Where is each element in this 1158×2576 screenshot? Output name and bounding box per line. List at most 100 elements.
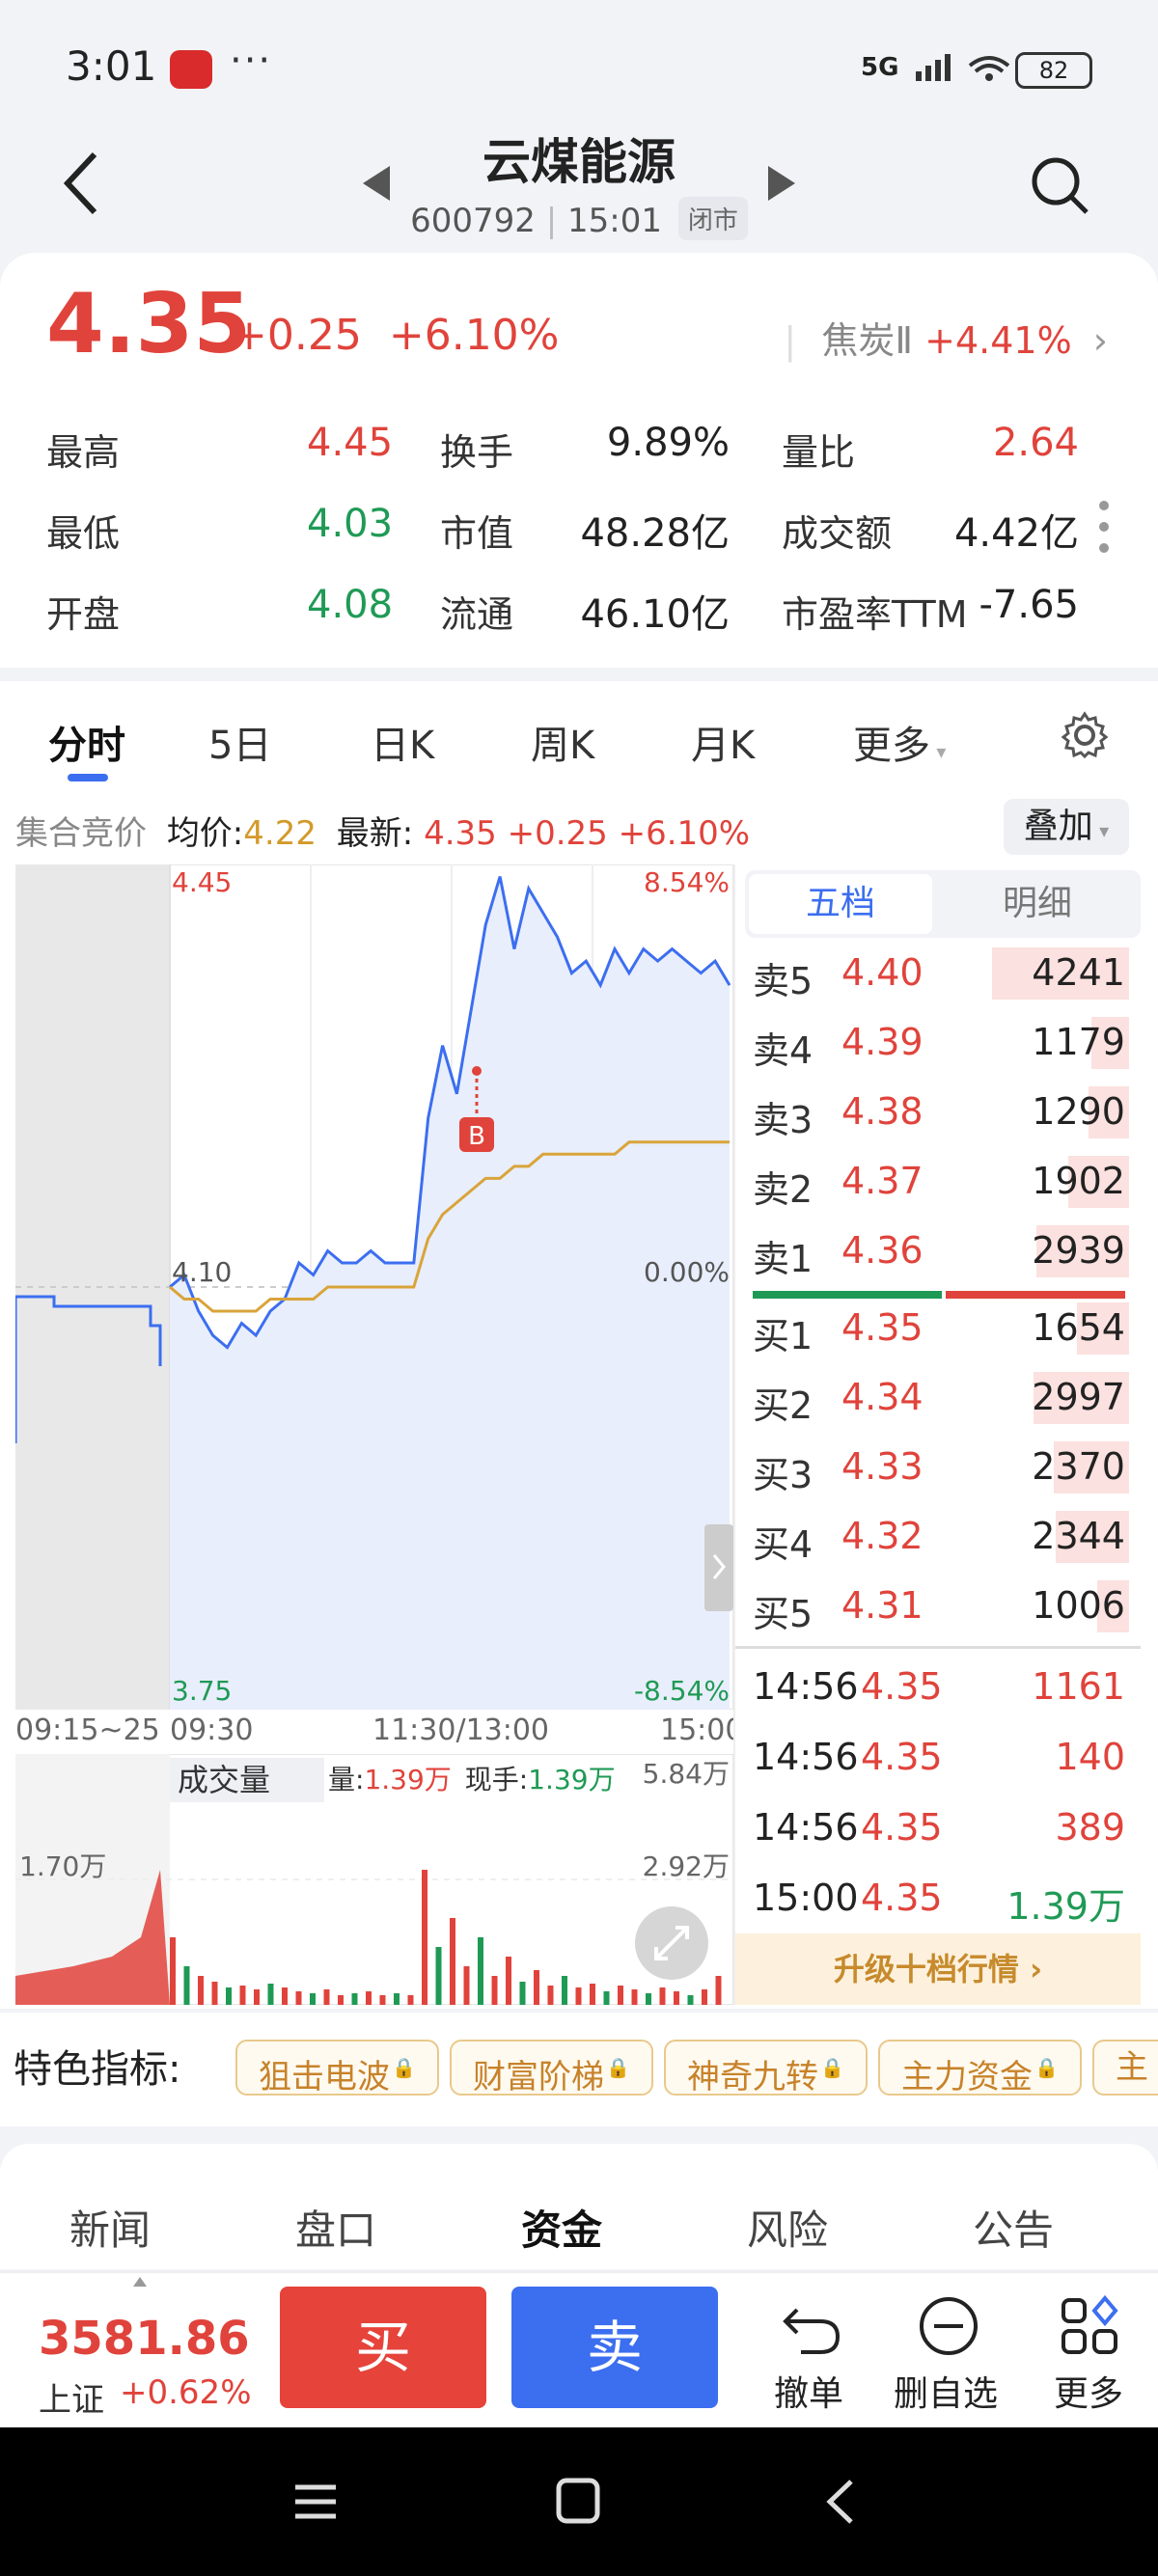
- lock-icon: 🔒: [606, 2056, 630, 2079]
- feature-chip[interactable]: 主力资金 🔒: [878, 2040, 1082, 2096]
- chevron-down-icon: ▾: [930, 740, 947, 763]
- stat-value: 4.42亿: [953, 511, 1079, 556]
- volume-bar: [1055, 1511, 1129, 1563]
- order-level-row: 买5 4.31 1006: [753, 1576, 1129, 1636]
- market-status-badge: 闭市: [677, 197, 748, 240]
- network-indicator: 5G: [861, 46, 1024, 85]
- order-level-row: 卖1 4.36 2939: [753, 1221, 1129, 1281]
- info-tab[interactable]: 新闻: [69, 2206, 152, 2254]
- y-top-label: 4.45: [172, 866, 232, 898]
- volume-label[interactable]: 成交量: [178, 1762, 270, 1798]
- level-volume: 1654: [1032, 1306, 1125, 1349]
- volume-bar: [366, 1991, 372, 2005]
- level-label: 卖2: [753, 1168, 813, 1211]
- undo-icon[interactable]: [778, 2292, 845, 2360]
- volume-bar: [1089, 1086, 1129, 1138]
- upgrade-level10-button[interactable]: 升级十档行情 ›: [735, 1933, 1141, 2005]
- vol-tick-top: 5.84万: [643, 1758, 730, 1790]
- volume-bar: [351, 1993, 358, 2005]
- volume-bar: [674, 1991, 679, 2005]
- tab-five-levels[interactable]: 五档: [749, 874, 932, 934]
- back-icon[interactable]: [54, 145, 112, 222]
- chart-tab[interactable]: 日K: [371, 724, 435, 768]
- stat-value: 2.64: [992, 421, 1079, 465]
- volume-bar: [715, 1976, 722, 2005]
- chevron-right-icon: ›: [1092, 319, 1108, 362]
- volume-bar: [534, 1970, 539, 2005]
- more-apps-icon[interactable]: [1056, 2292, 1123, 2360]
- volume-bar: [575, 1987, 582, 2005]
- home-icon[interactable]: [554, 2476, 602, 2528]
- network-label: 5G: [861, 53, 899, 82]
- tab-details[interactable]: 明细: [1002, 884, 1072, 923]
- info-tab[interactable]: 盘口: [295, 2206, 377, 2254]
- app-notification-icon: [170, 50, 212, 89]
- remove-watch-icon[interactable]: [915, 2292, 982, 2360]
- trades-separator: [735, 1646, 1141, 1649]
- active-tab-indicator: [68, 774, 108, 781]
- feature-chip[interactable]: 狙击电波 🔒: [235, 2040, 439, 2096]
- search-icon[interactable]: [1029, 154, 1090, 216]
- prev-stock-icon[interactable]: [363, 166, 390, 201]
- level-price: 4.35: [841, 1306, 924, 1349]
- level-volume: 2370: [1032, 1445, 1125, 1488]
- overlay-button[interactable]: 叠加 ▾: [1004, 799, 1129, 855]
- index-change: +0.62%: [120, 2373, 252, 2412]
- stat-label: 市盈率TTM: [782, 593, 968, 636]
- book-divider-red: [946, 1291, 1125, 1299]
- feature-chip[interactable]: 主: [1092, 2040, 1158, 2096]
- nav-back-icon[interactable]: [820, 2476, 859, 2528]
- volume-bar: [1097, 1580, 1129, 1632]
- volume-bar: [1068, 1156, 1129, 1208]
- buy-button[interactable]: 买: [280, 2287, 486, 2408]
- collapse-handle[interactable]: [704, 1524, 733, 1611]
- trade-time: 14:56: [753, 1806, 859, 1849]
- info-tab[interactable]: 公告: [973, 2206, 1055, 2254]
- vol-tick-mid: 2.92万: [643, 1850, 730, 1882]
- more-notifications-icon: ···: [230, 39, 273, 83]
- price-line: [169, 876, 731, 1350]
- trade-time: 14:56: [753, 1665, 859, 1708]
- volume-bar: [519, 1982, 526, 2005]
- volume-chart[interactable]: 成交量 量:1.39万 现手:1.39万 5.84万 2.92万 1.70万: [15, 1754, 733, 2005]
- level-price: 4.31: [841, 1584, 924, 1627]
- level-label: 买5: [753, 1593, 813, 1635]
- buy-marker-label: B: [468, 1122, 485, 1151]
- level-label: 买3: [753, 1454, 813, 1496]
- signal-icon: [915, 54, 1009, 81]
- auction-label: 集合竞价: [15, 814, 147, 853]
- buy-marker[interactable]: [459, 1117, 494, 1152]
- quote-time: 15:01: [567, 202, 663, 240]
- chart-tab[interactable]: 周K: [531, 724, 595, 768]
- settings-gear-icon[interactable]: [1060, 710, 1110, 760]
- volume-bar: [603, 1991, 610, 2005]
- info-tab[interactable]: 资金: [521, 2206, 603, 2254]
- remove-watchlist-button[interactable]: 删自选: [894, 2374, 999, 2414]
- feature-chip[interactable]: 神奇九转 🔒: [664, 2040, 868, 2096]
- sell-button[interactable]: 卖: [511, 2287, 718, 2408]
- overlay-label: 叠加: [1023, 807, 1093, 846]
- auction-line: [15, 1295, 162, 1366]
- next-stock-icon[interactable]: [768, 166, 795, 201]
- average-price-line: [169, 1140, 730, 1313]
- index-value[interactable]: 3581.86: [39, 2312, 250, 2366]
- sector-link[interactable]: | 焦炭Ⅱ +4.41% ›: [784, 319, 1108, 362]
- feature-chip[interactable]: 财富阶梯 🔒: [450, 2040, 653, 2096]
- chart-tab[interactable]: 5日: [208, 724, 272, 768]
- chart-tab[interactable]: 更多 ▾: [853, 714, 946, 770]
- chart-tab[interactable]: 月K: [691, 724, 756, 768]
- volume-bar: [267, 1984, 274, 2005]
- volume-bar: [491, 1976, 498, 2005]
- stock-code: 600792: [410, 202, 536, 240]
- volume-bar: [450, 1918, 455, 2005]
- more-button[interactable]: 更多: [1054, 2374, 1124, 2414]
- intraday-price-chart[interactable]: B 4.45 8.54% 4.10 0.00% 3.75 -8.54%: [15, 864, 733, 1710]
- menu-icon[interactable]: [291, 2478, 340, 2526]
- volume-bar: [422, 1870, 427, 2005]
- info-tab[interactable]: 风险: [747, 2206, 829, 2254]
- stat-label: 最高: [46, 431, 121, 474]
- kebab-menu-icon[interactable]: [1094, 498, 1114, 556]
- cancel-order-button[interactable]: 撤单: [774, 2374, 844, 2414]
- volume-bar: [463, 1966, 470, 2005]
- chart-tab[interactable]: 分时: [48, 724, 125, 768]
